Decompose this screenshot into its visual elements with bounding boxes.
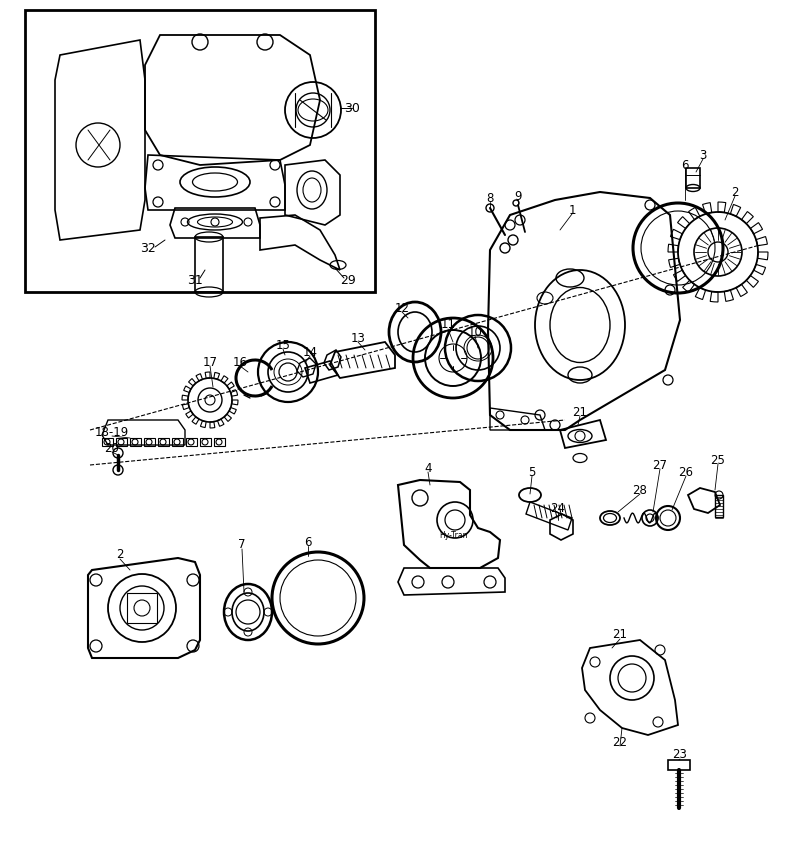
Bar [127,593,157,623]
Text: 20: 20 [105,441,119,454]
Text: 26: 26 [678,465,693,479]
Text: 23: 23 [673,749,688,762]
Text: 12: 12 [395,301,410,314]
Bar [200,438,211,446]
Bar [172,438,183,446]
Bar [158,438,169,446]
Text: 29: 29 [340,273,356,286]
Bar [186,438,197,446]
Text: 3: 3 [700,149,707,161]
Text: 4: 4 [424,462,432,475]
Bar [195,237,223,292]
Text: 2: 2 [731,185,739,199]
Text: 32: 32 [140,241,156,255]
Text: 6: 6 [304,536,312,548]
Text: 31: 31 [187,273,203,286]
Text: 27: 27 [652,458,667,471]
Text: 6: 6 [681,159,689,171]
Text: 30: 30 [344,102,360,115]
Text: 11: 11 [440,318,456,331]
Text: 5: 5 [528,465,536,479]
Text: 7: 7 [238,538,246,552]
Text: 10: 10 [468,325,483,339]
Text: 17: 17 [203,356,218,368]
Bar [214,438,225,446]
Bar [130,438,141,446]
Text: 8: 8 [487,192,494,205]
Text: 25: 25 [711,453,725,466]
Text: 16: 16 [233,356,248,368]
Text: 15: 15 [276,339,291,351]
Bar [144,438,155,446]
Bar [25,10,375,292]
Bar [116,438,127,446]
Text: 13: 13 [351,331,365,345]
Text: Hy-Tran: Hy-Tran [439,531,467,539]
Text: 2: 2 [116,548,123,561]
Text: 21: 21 [612,628,627,642]
Text: 9: 9 [514,189,522,203]
Text: 1: 1 [568,204,576,216]
Text: 22: 22 [612,735,627,749]
Bar [102,438,113,446]
Text: 14: 14 [303,346,318,358]
Text: 24: 24 [550,502,565,514]
Text: 21: 21 [572,406,587,419]
Bar [715,495,723,517]
Text: 28: 28 [633,483,648,497]
Text: 18-19: 18-19 [95,425,129,438]
Bar [686,168,700,188]
